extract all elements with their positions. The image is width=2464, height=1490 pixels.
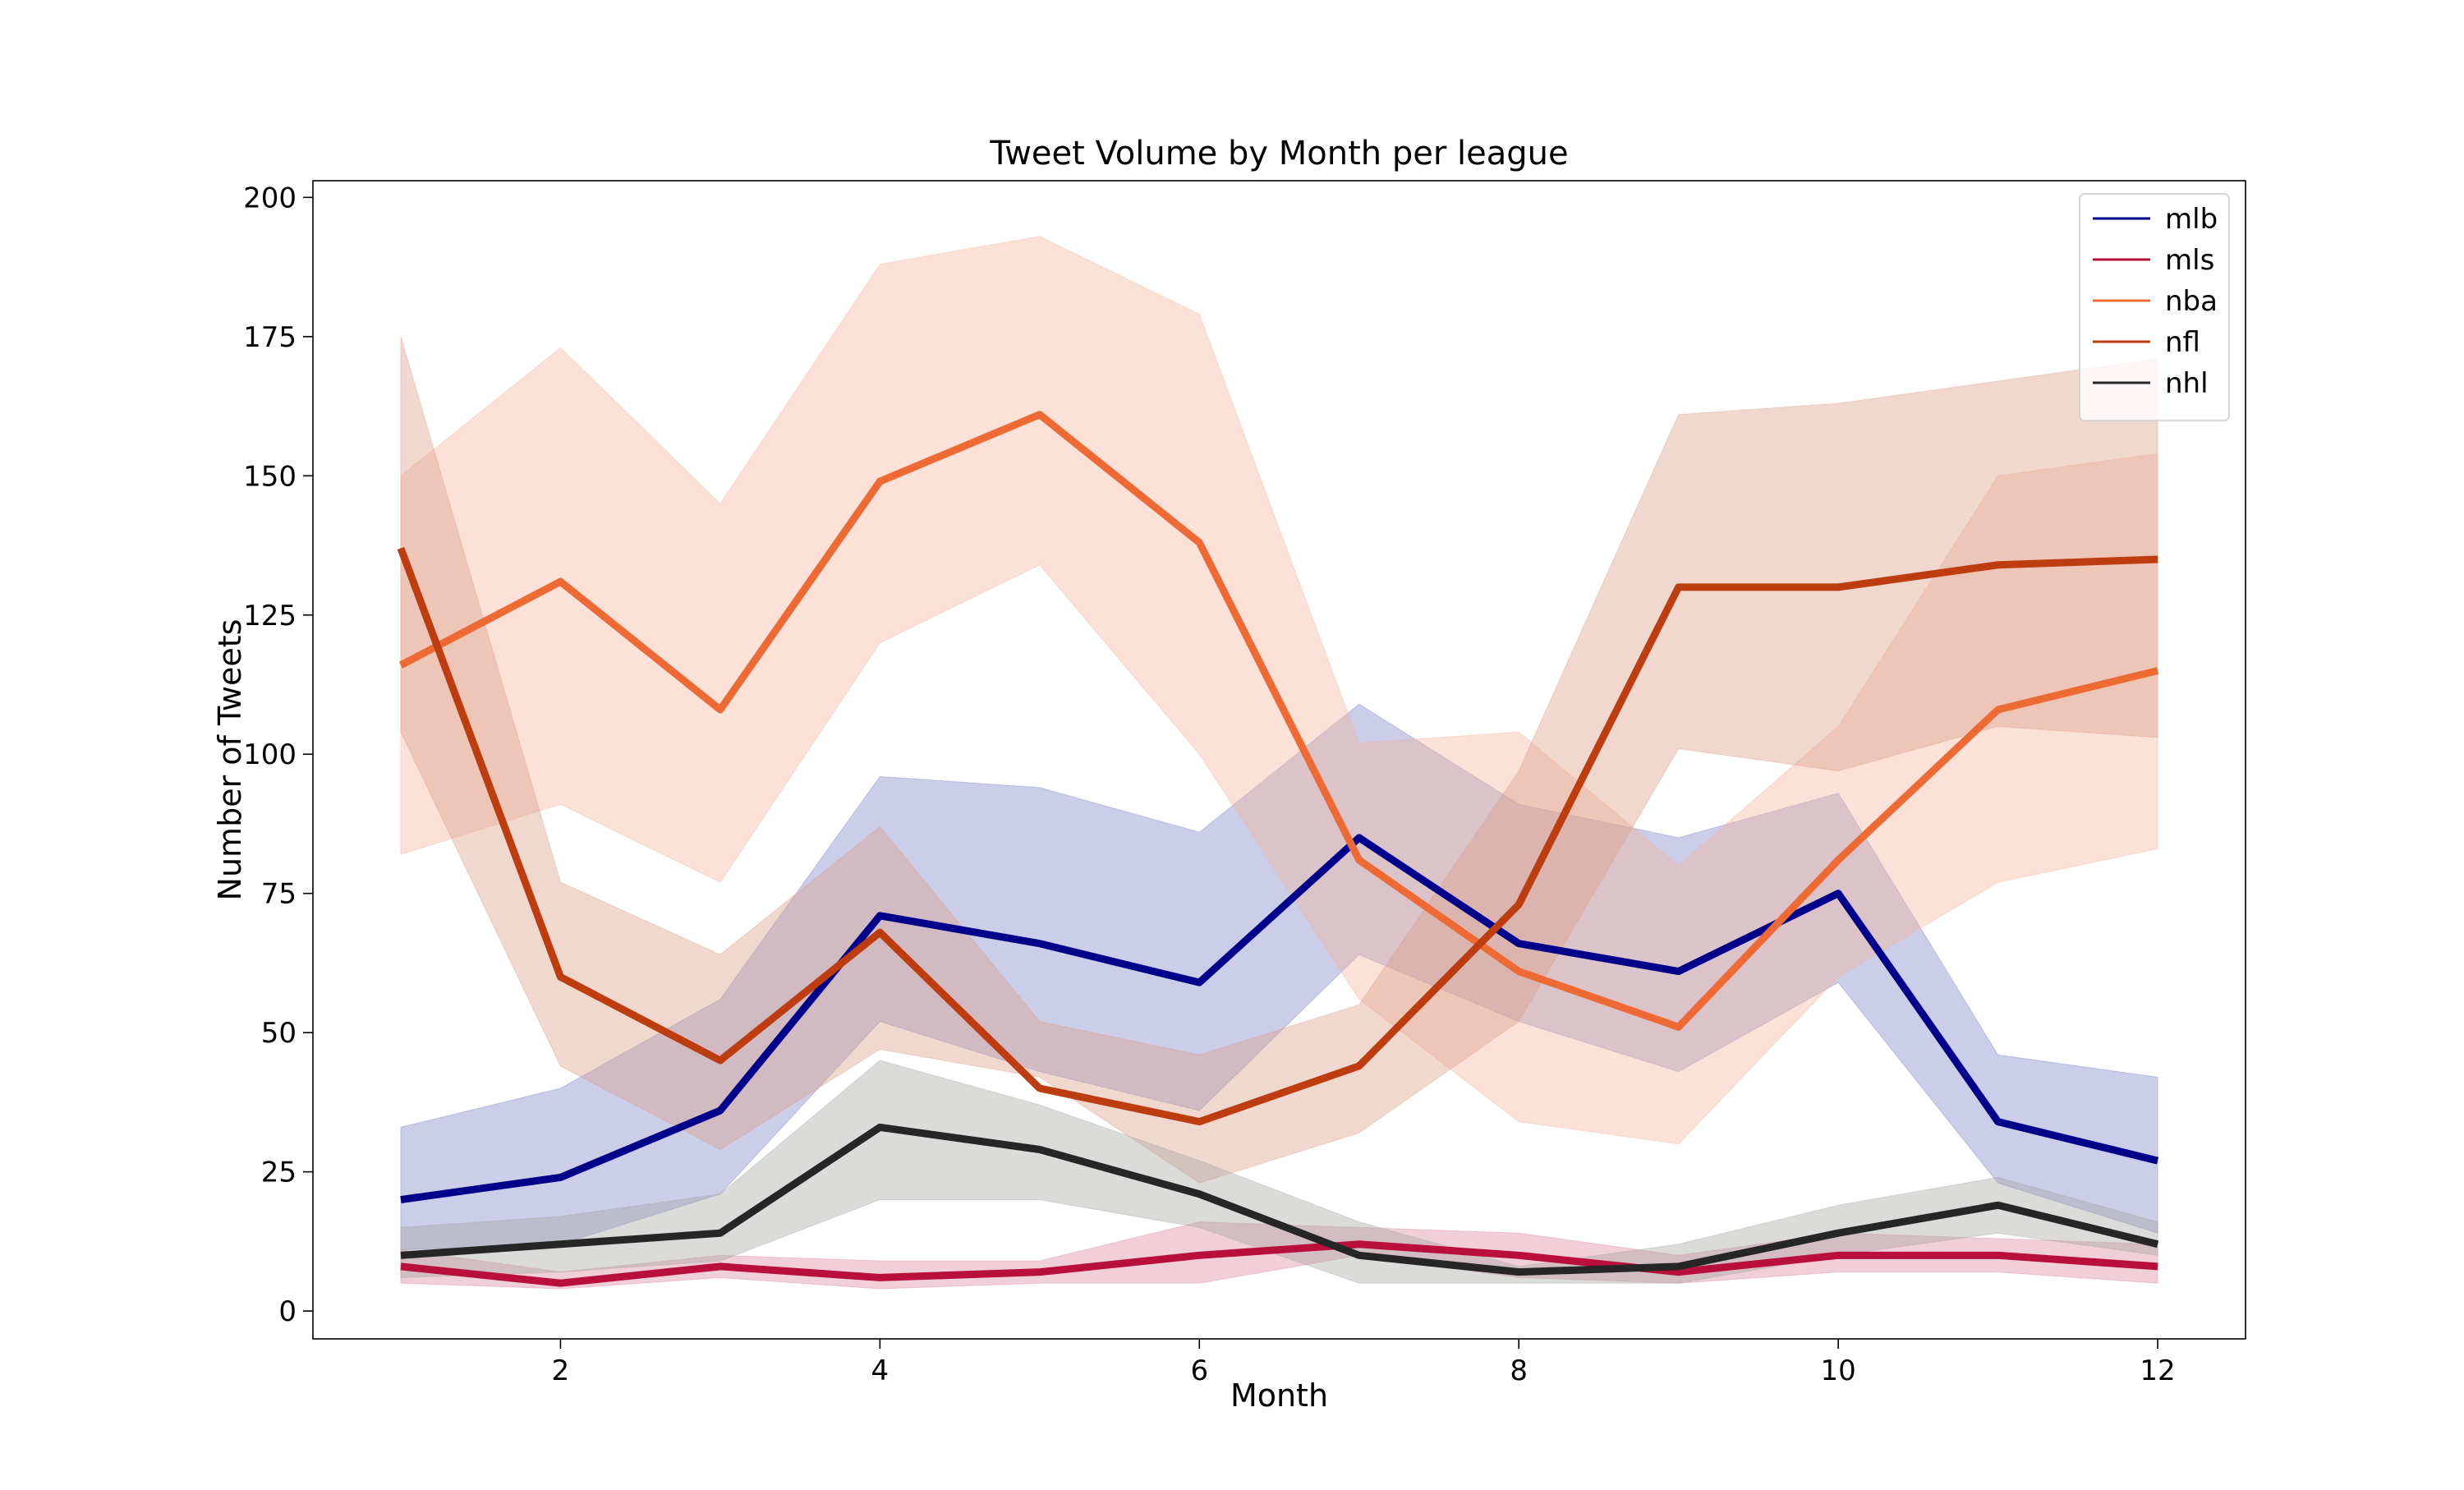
x-tick-label: 10 [1820, 1354, 1855, 1387]
y-axis-label: Number of Tweets [212, 619, 248, 901]
y-tick-label: 200 [243, 182, 297, 214]
line-mlb [400, 834, 2159, 1203]
x-axis-label: Month [1230, 1377, 1328, 1414]
y-tick-label: 100 [243, 738, 297, 771]
y-tick-label: 150 [243, 460, 297, 493]
legend: mlb mls nba nfl nhl [2079, 193, 2230, 421]
y-tick-label: 175 [243, 321, 297, 354]
band-nhl [400, 1060, 2158, 1284]
y-tick-label: 75 [261, 878, 297, 911]
x-tick-label: 6 [1190, 1354, 1208, 1387]
legend-label-nhl: nhl [2165, 367, 2209, 400]
band-mlb [400, 703, 2158, 1251]
line-nfl [397, 546, 2158, 1126]
line-nhl [400, 1123, 2159, 1276]
line-nba [398, 411, 2159, 1031]
legend-box [2079, 193, 2230, 421]
line-mls [400, 1240, 2158, 1287]
y-axis: 0 25 50 75 100 125 150 175 200 [243, 182, 313, 1328]
x-tick-label: 12 [2140, 1354, 2175, 1387]
band-nfl [400, 336, 2158, 1184]
y-tick-label: 0 [278, 1295, 297, 1328]
band-nba [400, 236, 2158, 1145]
x-tick-label: 2 [552, 1354, 570, 1387]
plot-frame [312, 180, 2246, 1340]
x-tick-label: 4 [871, 1354, 890, 1387]
legend-label-mls: mls [2165, 244, 2214, 277]
series-lines [397, 411, 2159, 1287]
y-tick-label: 25 [261, 1157, 297, 1189]
x-axis: 2 4 6 8 10 12 [552, 1339, 2176, 1387]
chart-title: Tweet Volume by Month per league [989, 135, 1568, 172]
y-tick-label: 125 [243, 600, 297, 632]
x-tick-label: 8 [1510, 1354, 1528, 1387]
legend-label-nba: nba [2165, 285, 2218, 318]
legend-label-nfl: nfl [2165, 326, 2200, 359]
legend-label-mlb: mlb [2165, 203, 2218, 236]
y-tick-label: 50 [261, 1017, 297, 1050]
